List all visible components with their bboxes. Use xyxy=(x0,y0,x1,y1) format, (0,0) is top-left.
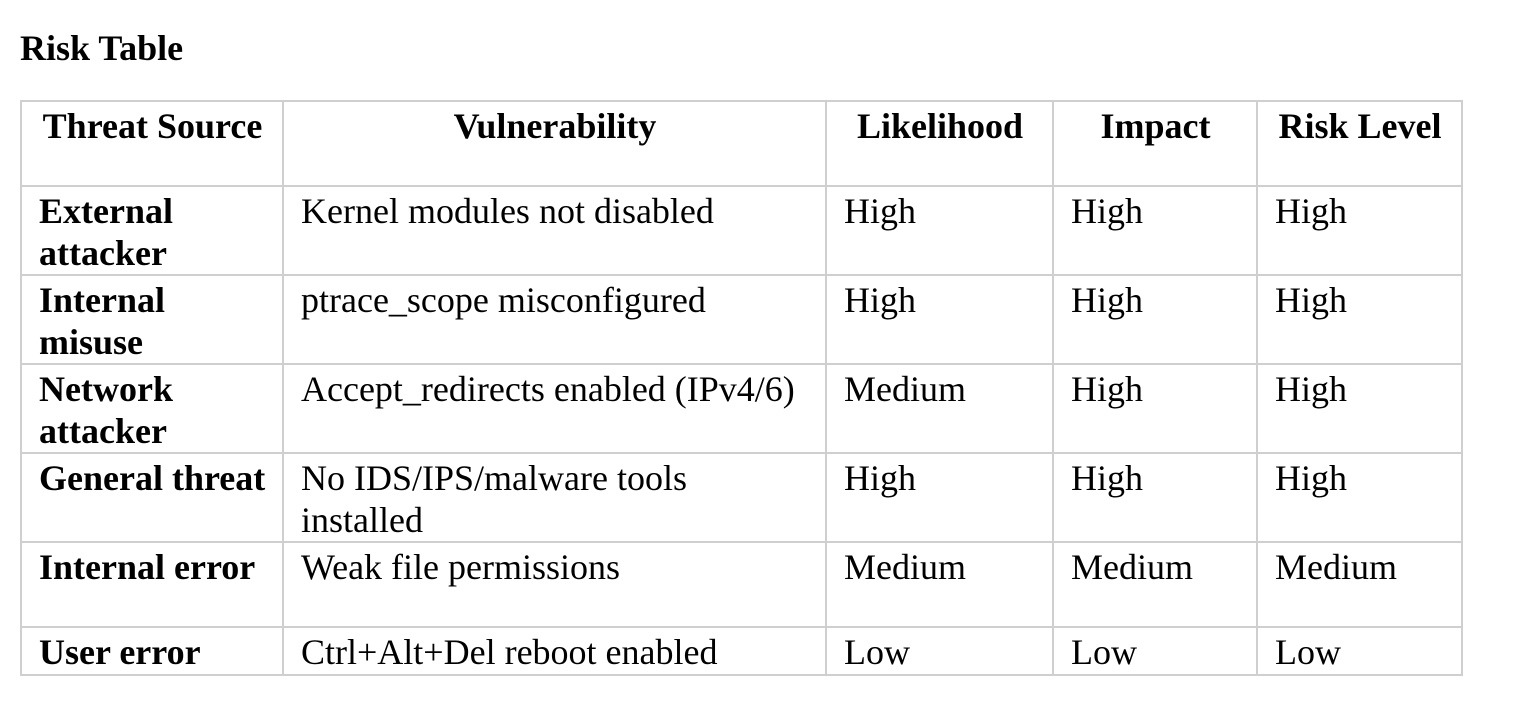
table-header-row: Threat Source Vulnerability Likelihood I… xyxy=(20,100,1463,187)
likelihood-cell: High xyxy=(825,452,1054,543)
vulnerability-cell: Ctrl+Alt+Del reboot enabled xyxy=(282,626,827,676)
threat-source-cell: Internal error xyxy=(20,541,284,628)
header-impact: Impact xyxy=(1052,100,1258,187)
table-row: External attacker Kernel modules not dis… xyxy=(20,185,1463,276)
header-threat-source: Threat Source xyxy=(20,100,284,187)
likelihood-cell: Low xyxy=(825,626,1054,676)
impact-cell: Medium xyxy=(1052,541,1258,628)
risk-level-cell: High xyxy=(1256,363,1463,454)
risk-level-cell: High xyxy=(1256,452,1463,543)
header-risk-level: Risk Level xyxy=(1256,100,1463,187)
risk-table: Threat Source Vulnerability Likelihood I… xyxy=(20,100,1463,676)
risk-level-cell: High xyxy=(1256,185,1463,276)
risk-level-cell: Low xyxy=(1256,626,1463,676)
table-row: Internal misuse ptrace_scope misconfigur… xyxy=(20,274,1463,365)
header-vulnerability: Vulnerability xyxy=(282,100,827,187)
vulnerability-cell: Kernel modules not disabled xyxy=(282,185,827,276)
impact-cell: Low xyxy=(1052,626,1258,676)
likelihood-cell: Medium xyxy=(825,363,1054,454)
threat-source-cell: Network attacker xyxy=(20,363,284,454)
likelihood-cell: High xyxy=(825,185,1054,276)
header-likelihood: Likelihood xyxy=(825,100,1054,187)
vulnerability-cell: No IDS/IPS/malware tools installed xyxy=(282,452,827,543)
impact-cell: High xyxy=(1052,185,1258,276)
risk-level-cell: Medium xyxy=(1256,541,1463,628)
threat-source-cell: User error xyxy=(20,626,284,676)
threat-source-cell: General threat xyxy=(20,452,284,543)
vulnerability-cell: Accept_redirects enabled (IPv4/6) xyxy=(282,363,827,454)
table-row: Internal error Weak file permissions Med… xyxy=(20,541,1463,628)
likelihood-cell: High xyxy=(825,274,1054,365)
threat-source-cell: Internal misuse xyxy=(20,274,284,365)
table-row: User error Ctrl+Alt+Del reboot enabled L… xyxy=(20,626,1463,676)
impact-cell: High xyxy=(1052,363,1258,454)
impact-cell: High xyxy=(1052,452,1258,543)
impact-cell: High xyxy=(1052,274,1258,365)
vulnerability-cell: ptrace_scope misconfigured xyxy=(282,274,827,365)
page-title: Risk Table xyxy=(20,28,184,68)
table-row: Network attacker Accept_redirects enable… xyxy=(20,363,1463,454)
vulnerability-cell: Weak file permissions xyxy=(282,541,827,628)
risk-level-cell: High xyxy=(1256,274,1463,365)
threat-source-cell: External attacker xyxy=(20,185,284,276)
likelihood-cell: Medium xyxy=(825,541,1054,628)
table-row: General threat No IDS/IPS/malware tools … xyxy=(20,452,1463,543)
